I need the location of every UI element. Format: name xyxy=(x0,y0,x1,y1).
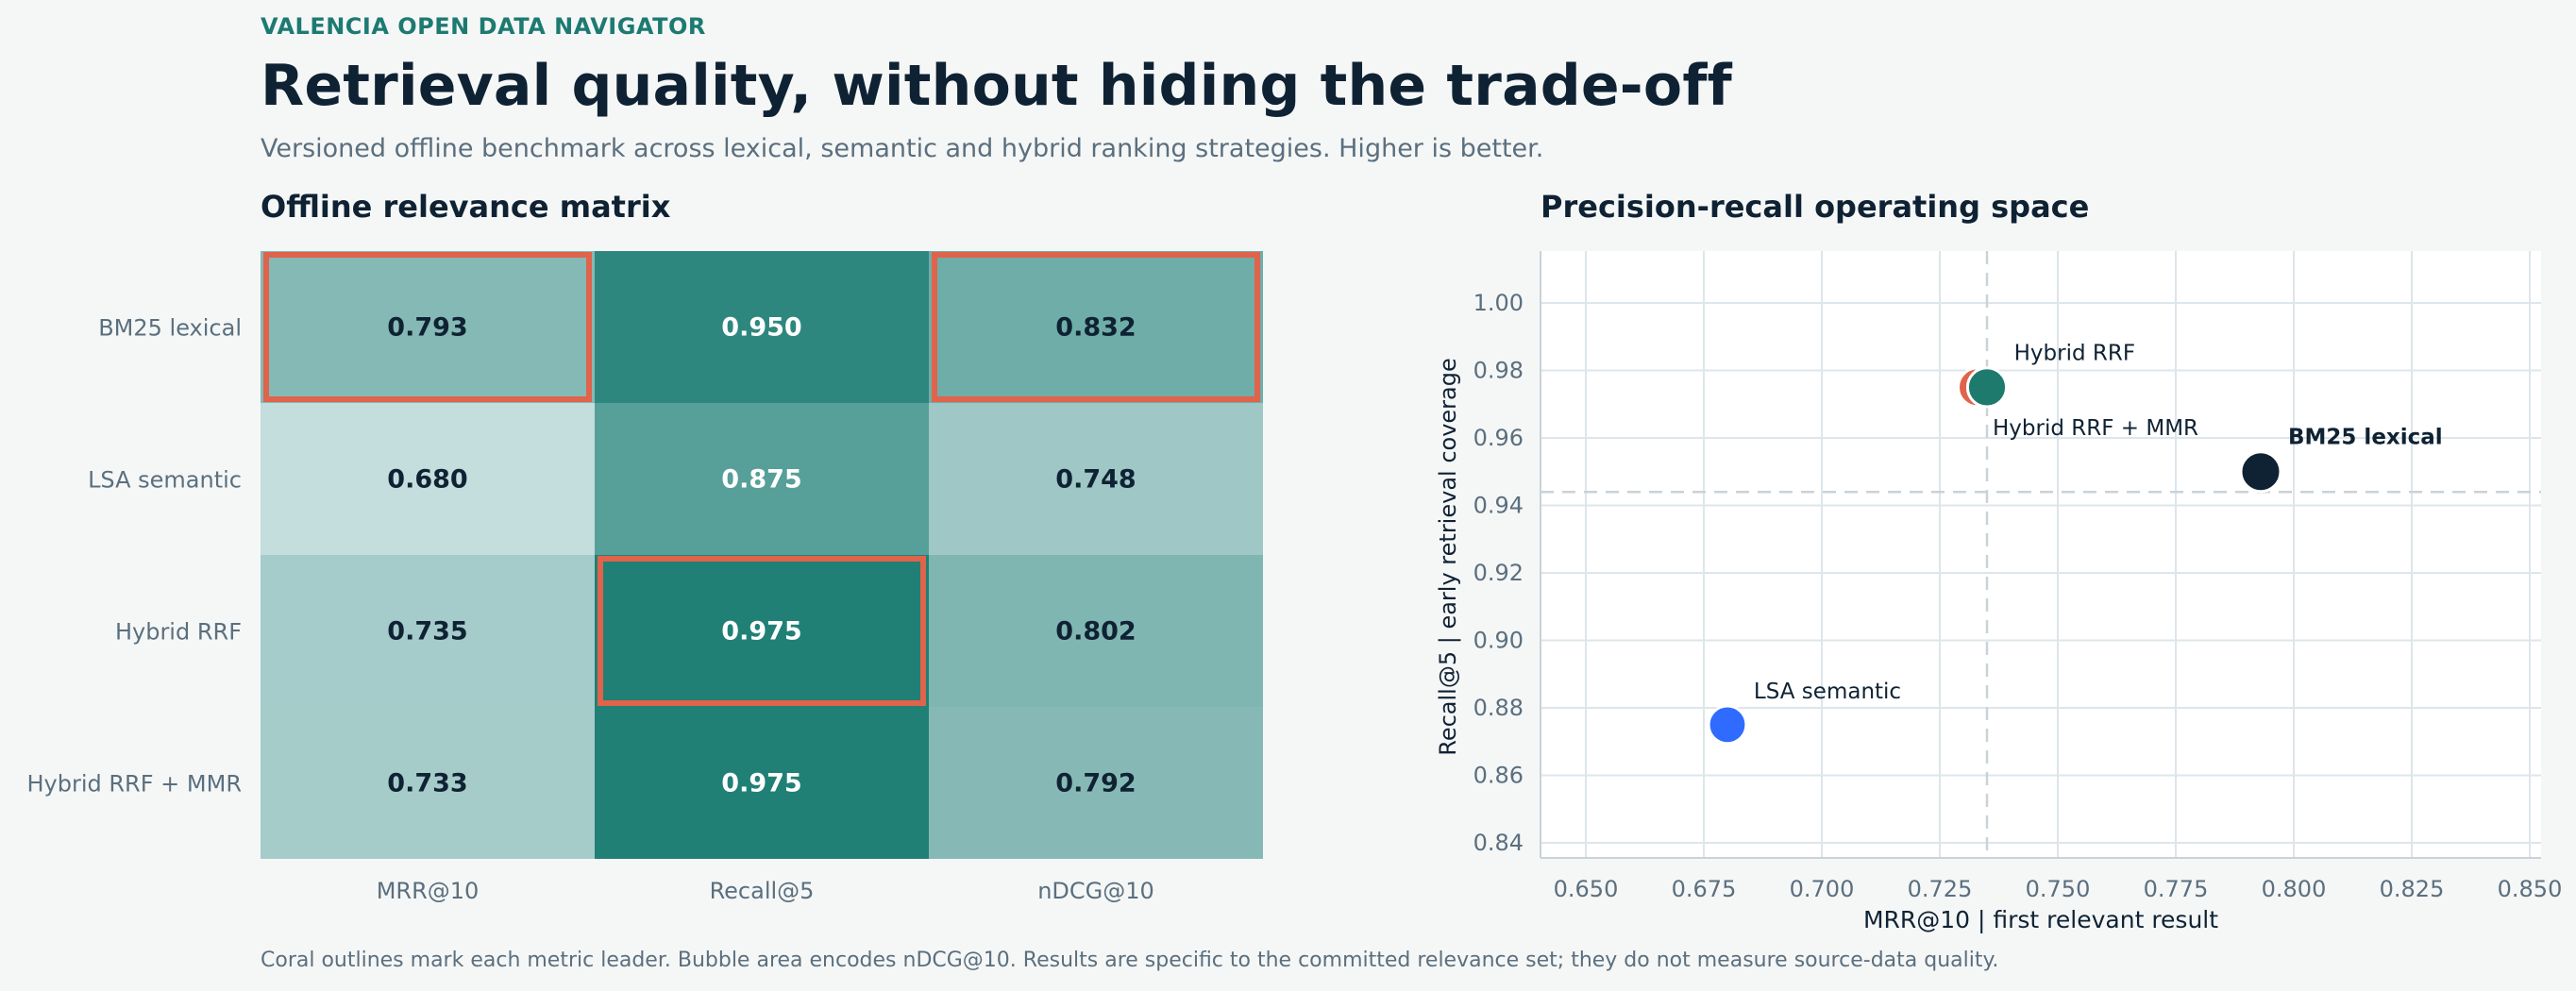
app-eyebrow: VALENCIA OPEN DATA NAVIGATOR xyxy=(261,13,706,40)
y-tick-label: 1.00 xyxy=(1473,290,1524,316)
heatmap-cell xyxy=(595,403,929,555)
x-axis-title: MRR@10 | first relevant result xyxy=(1863,906,2218,933)
heatmap-row-label: LSA semantic xyxy=(88,467,242,494)
scatter-point xyxy=(1965,366,2009,409)
y-tick-label: 0.96 xyxy=(1473,425,1524,451)
heatmap-value: 0.802 xyxy=(1055,617,1136,647)
point-label: Hybrid RRF + MMR xyxy=(1993,416,2198,441)
heatmap-value: 0.748 xyxy=(1055,465,1136,495)
heatmap-cell xyxy=(261,403,595,555)
heatmap-value: 0.975 xyxy=(721,769,801,798)
x-tick-label: 0.650 xyxy=(1554,876,1619,902)
heatmap-cell xyxy=(929,555,1263,707)
heatmap-value: 0.793 xyxy=(387,313,467,343)
heatmap-value: 0.950 xyxy=(721,313,801,343)
x-tick-label: 0.700 xyxy=(1790,876,1855,902)
heatmap-cell xyxy=(929,707,1263,859)
plot-area xyxy=(1541,251,2541,858)
x-tick-label: 0.675 xyxy=(1672,876,1737,902)
point-label: BM25 lexical xyxy=(2288,426,2443,450)
heatmap-cell xyxy=(261,251,595,403)
heatmap-value: 0.875 xyxy=(721,465,801,495)
heatmap-value: 0.680 xyxy=(387,465,467,495)
point-label: LSA semantic xyxy=(1754,680,1901,704)
heatmap-value: 0.832 xyxy=(1055,313,1136,343)
x-tick-label: 0.850 xyxy=(2498,876,2563,902)
heatmap-value: 0.792 xyxy=(1055,769,1136,798)
y-tick-label: 0.98 xyxy=(1473,358,1524,384)
y-tick-label: 0.92 xyxy=(1473,560,1524,586)
heatmap-row-label: Hybrid RRF + MMR xyxy=(27,771,243,798)
page-title: Retrieval quality, without hiding the tr… xyxy=(261,53,1732,119)
y-tick-label: 0.88 xyxy=(1473,695,1524,721)
x-tick-label: 0.725 xyxy=(1908,876,1973,902)
heatmap-cell xyxy=(595,555,929,707)
footnote: Coral outlines mark each metric leader. … xyxy=(261,949,1999,972)
heatmap-cell xyxy=(595,707,929,859)
heatmap-cell xyxy=(929,403,1263,555)
y-axis-title: Recall@5 | early retrieval coverage xyxy=(1435,358,1461,756)
heatmap-col-label: nDCG@10 xyxy=(1037,878,1154,904)
x-tick-label: 0.775 xyxy=(2144,876,2209,902)
x-tick-label: 0.750 xyxy=(2026,876,2091,902)
scatter-point xyxy=(1707,704,1748,746)
leader-outline xyxy=(263,252,592,402)
x-tick-label: 0.800 xyxy=(2262,876,2327,902)
heatmap-col-label: MRR@10 xyxy=(377,878,480,904)
heatmap-row-label: Hybrid RRF xyxy=(115,619,242,646)
heatmap-value: 0.735 xyxy=(387,617,467,647)
y-tick-label: 0.94 xyxy=(1473,493,1524,519)
y-tick-label: 0.86 xyxy=(1473,763,1524,789)
heatmap-cell xyxy=(261,555,595,707)
heatmap-title: Offline relevance matrix xyxy=(261,189,671,225)
heatmap-value: 0.975 xyxy=(721,617,801,647)
heatmap-cell xyxy=(261,707,595,859)
page-subtitle: Versioned offline benchmark across lexic… xyxy=(261,134,1544,163)
y-tick-label: 0.84 xyxy=(1473,830,1524,856)
heatmap-row-label: BM25 lexical xyxy=(98,315,242,342)
heatmap-value: 0.733 xyxy=(387,769,467,798)
x-tick-label: 0.825 xyxy=(2380,876,2445,902)
scatter-title: Precision-recall operating space xyxy=(1541,189,2090,225)
leader-outline xyxy=(598,556,926,706)
heatmap-col-label: Recall@5 xyxy=(710,878,815,904)
y-tick-label: 0.90 xyxy=(1473,628,1524,654)
heatmap-cell xyxy=(929,251,1263,403)
leader-outline xyxy=(932,252,1260,402)
scatter-point xyxy=(2239,450,2282,494)
point-label: Hybrid RRF xyxy=(2014,342,2135,366)
heatmap-cell xyxy=(595,251,929,403)
